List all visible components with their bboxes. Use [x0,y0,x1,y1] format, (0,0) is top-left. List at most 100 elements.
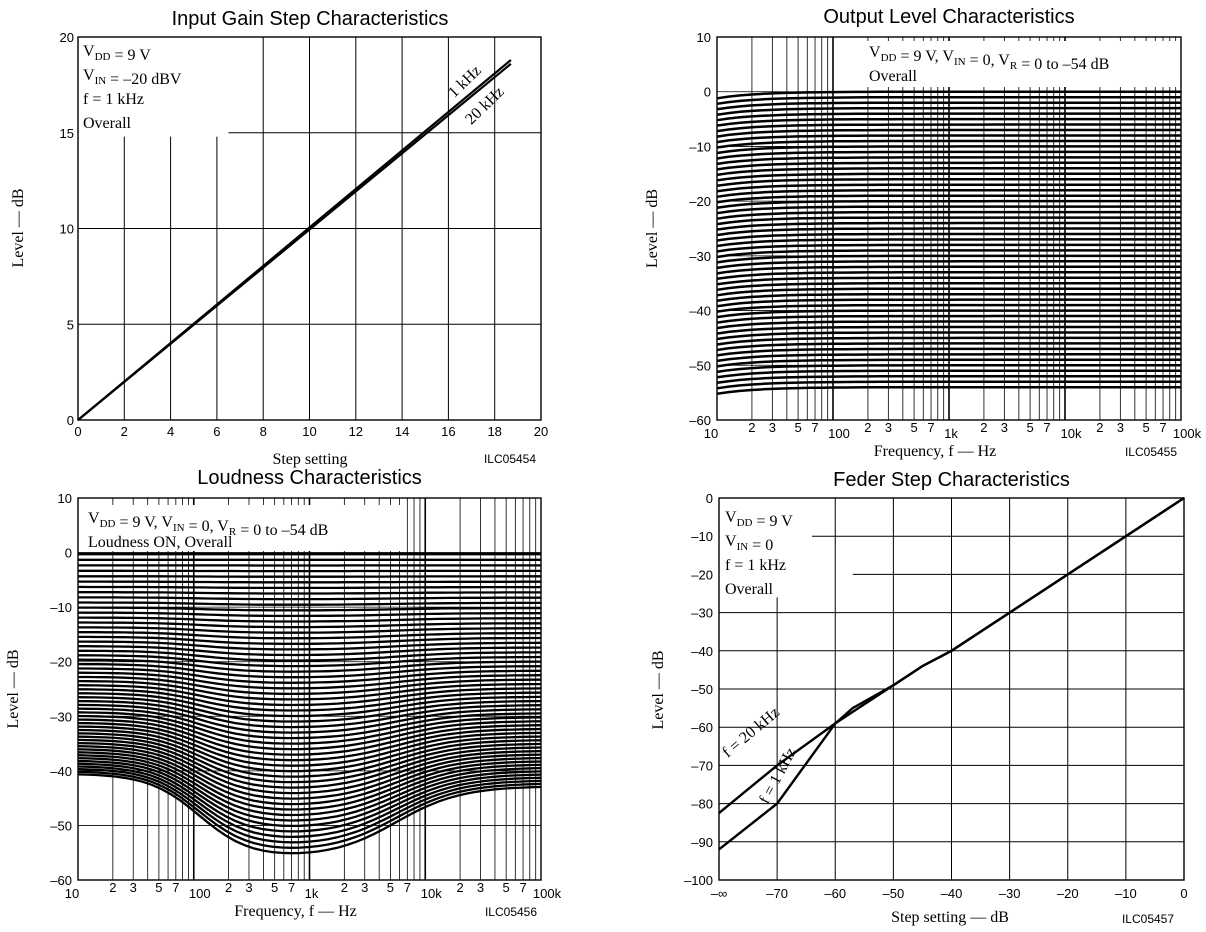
y-tick-label: 0 [704,85,711,100]
condition-note: VDD = 9 V [83,43,151,64]
x-tick-label: 8 [260,424,267,439]
x-tick-label: 3 [245,880,252,895]
loudness-curve [77,759,542,828]
x-tick-label: –70 [766,886,788,901]
loudness-curve [77,585,541,590]
x-axis-title: Step setting [272,451,347,468]
x-tick-label: 100k [533,886,562,901]
output-level-curve [716,314,1181,324]
x-tick-label: 10 [302,424,316,439]
x-tick-label: 5 [794,420,801,435]
x-tick-label: 16 [441,424,455,439]
y-axis-title: Level — dB [5,649,22,728]
x-tick-label: 3 [130,880,137,895]
y-axis-title: Level — dB [644,189,661,268]
x-tick-label: 10k [1061,426,1082,441]
loudness-curve [77,658,542,673]
x-tick-label: 10k [421,886,442,901]
x-tick-label: 3 [1001,420,1008,435]
loudness-curve [78,606,541,612]
y-tick-label: 0 [706,491,713,506]
output-level-curve [716,243,1181,253]
loudness-curve [78,649,542,662]
loudness-curve [77,735,542,784]
output-level-curve [716,287,1181,297]
x-tick-label: 7 [1159,420,1166,435]
output-level-curve [716,265,1181,275]
loudness-curve [78,645,541,657]
loudness-curve [77,754,542,817]
output-level-curve [716,221,1181,231]
y-tick-label: –30 [691,606,713,621]
condition-note: Overall [83,115,132,132]
x-tick-label: 7 [404,880,411,895]
x-tick-label: 2 [1096,420,1103,435]
loudness-curve [78,640,542,651]
output-level-curve [716,303,1181,313]
loudness-curve [78,616,542,623]
chart-title: Input Gain Step Characteristics [172,8,449,30]
output-level-curve [716,156,1181,166]
x-tick-label: 100 [828,426,850,441]
plot-frame [716,36,1182,421]
x-tick-label: 5 [503,880,510,895]
x-tick-label: 5 [155,880,162,895]
x-tick-label: 2 [109,880,116,895]
loudness-curve [77,699,542,729]
output-level-curve [716,342,1181,352]
x-tick-label: 0 [1180,886,1187,901]
output-level-curve [716,369,1181,379]
loudness-curve [78,688,541,712]
x-tick-label: 7 [1043,420,1050,435]
loudness-curve [77,773,542,855]
output-level-curve [716,199,1181,209]
x-tick-label: 2 [341,880,348,895]
x-tick-label: 10 [704,426,718,441]
output-level-curve [716,90,1181,100]
y-tick-label: –20 [689,194,711,209]
output-level-curve [716,150,1181,160]
x-tick-label: 2 [980,420,987,435]
condition-note: VIN = 0 [725,533,773,554]
output-level-curve [716,216,1181,226]
x-tick-label: 7 [172,880,179,895]
output-level-curve [716,364,1181,374]
condition-note: f = 1 kHz [725,557,786,574]
figure-code: ILC05457 [1122,912,1174,926]
output-level-curve [716,347,1181,357]
loudness-curve [78,675,541,696]
y-tick-label: –60 [50,873,72,888]
x-tick-label: 6 [213,424,220,439]
y-tick-label: –40 [691,644,713,659]
x-tick-label: 100 [189,886,211,901]
note-background [84,505,406,551]
loudness-curve [77,748,542,806]
x-tick-label: 5 [1026,420,1033,435]
y-tick-label: –70 [691,758,713,773]
output-level-curve [716,95,1181,106]
output-level-curve [716,101,1181,111]
loudness-curve [78,596,541,601]
loudness-curve [77,703,542,734]
chart-title: Output Level Characteristics [823,6,1074,28]
x-axis-title: Frequency, f — Hz [874,443,996,460]
loudness-curve [77,684,542,707]
condition-note: f = 1 kHz [83,91,144,108]
x-tick-label: –∞ [711,886,728,901]
loudness-curve [77,728,542,773]
note-background [866,41,1178,87]
loudness-curve [77,762,542,833]
output-level-curve [716,167,1181,177]
chart-title: Feder Step Characteristics [833,469,1070,491]
loudness-curve [78,667,541,684]
x-tick-label: 14 [395,424,409,439]
x-tick-label: 3 [885,420,892,435]
y-tick-label: –90 [691,835,713,850]
output-level-curve [716,292,1181,302]
loudness-curve [77,679,541,701]
loudness-curve [77,767,542,844]
output-level-curve [716,380,1181,390]
curve-label-20khz: 20 kHz [462,83,507,128]
